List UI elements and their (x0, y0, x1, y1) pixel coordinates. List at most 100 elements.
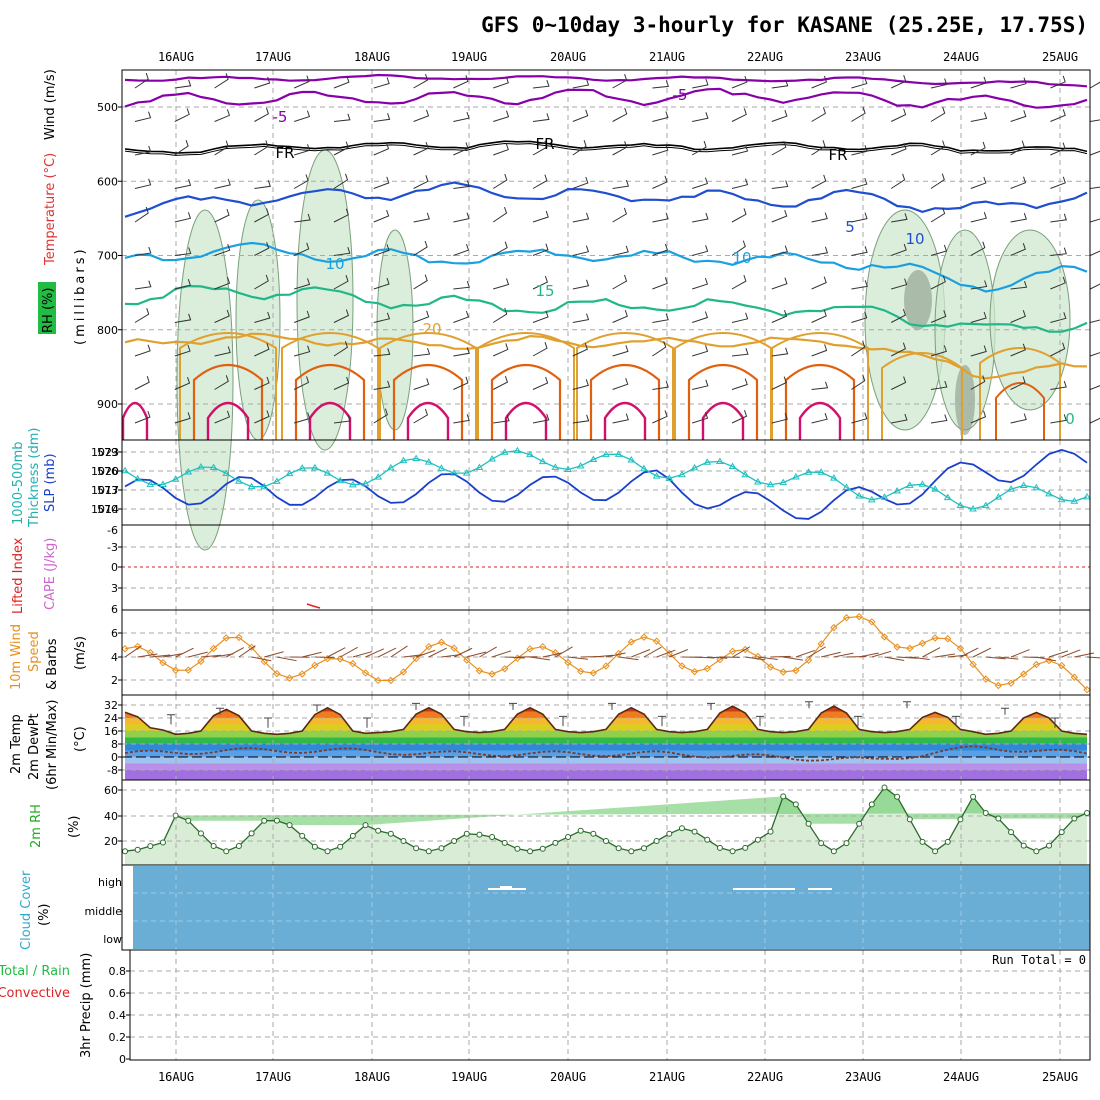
thickness-marker (386, 463, 395, 471)
wind10-barb (960, 647, 979, 658)
thickness-marker (576, 462, 585, 469)
isotherm-line (124, 181, 1088, 218)
wind10-marker (197, 657, 205, 666)
date-label-bottom: 17AUG (255, 1070, 291, 1084)
wind-barb (134, 246, 152, 256)
wind-barb (413, 212, 430, 223)
thickness-marker (412, 454, 421, 462)
ylabel-wind: Wind (m/s) (43, 69, 58, 140)
wind-barb (652, 313, 669, 323)
wind-barb (811, 107, 827, 122)
axis-tick-label: 16 (104, 725, 118, 738)
wind-barb (612, 245, 629, 256)
wind-barb (1050, 414, 1067, 424)
lifted-index-panel: -3 0 3 -6 6 Lifted Index CAPE (J/kg) (11, 524, 1091, 616)
wind10-marker (425, 642, 433, 651)
wind-barb (771, 141, 787, 156)
axis-tick-label: 576 (97, 465, 118, 478)
date-label-bottom: 22AUG (747, 1070, 783, 1084)
wind-barb (1090, 218, 1100, 223)
wind-barb (970, 311, 987, 323)
wind-barb (930, 414, 948, 424)
wind10-panel: 6 4 2 10m Wind Speed (m/s) & Barbs (9, 609, 1100, 696)
wind-barb (890, 342, 907, 357)
wind-barb (731, 378, 748, 390)
wind-barb (174, 179, 192, 189)
wind-barb (851, 77, 868, 89)
chart-title: GFS 0~10day 3-hourly for KASANE (25.25E,… (481, 13, 1088, 37)
date-label-top: 23AUG (845, 50, 881, 64)
wind-barb (851, 212, 868, 223)
wind-barb (134, 376, 150, 390)
date-label-bottom: 21AUG (649, 1070, 685, 1084)
wind10-barb (783, 656, 804, 661)
wind10-marker (678, 662, 686, 670)
wind-barb (413, 378, 430, 390)
thickness-marker (779, 478, 788, 486)
wind-barb (1089, 250, 1100, 256)
thickness-marker (526, 450, 534, 458)
wind-barb (453, 142, 469, 156)
rh-marker (590, 830, 597, 837)
wind-barb (453, 75, 469, 89)
wind10-marker (602, 662, 610, 670)
wind-barb (692, 379, 709, 390)
temp-band (125, 737, 1087, 744)
rh-marker (197, 830, 204, 837)
rh-marker (400, 838, 407, 844)
slp-tick-label: 1017 (91, 484, 119, 497)
date-label-bottom: 16AUG (158, 1070, 194, 1084)
wind10-barb (466, 651, 487, 658)
rh-marker (223, 848, 230, 855)
thickness-marker (1019, 481, 1028, 489)
wind-barb (1089, 417, 1100, 424)
wind10-marker (298, 670, 306, 678)
wind10-marker (336, 655, 344, 663)
wind10-barb (871, 650, 892, 658)
axis-tick-label: 600 (97, 175, 118, 188)
thickness-marker (956, 501, 965, 509)
rh-marker (413, 845, 420, 852)
wind10-line (124, 615, 1088, 691)
rh-marker (210, 842, 217, 849)
date-label-bottom: 25AUG (1042, 1070, 1078, 1084)
wind10-marker (311, 661, 319, 670)
isotherm-arch (477, 332, 575, 440)
rh-legend-swatch (38, 282, 56, 334)
wind10-barb (859, 652, 879, 658)
wind-barb (453, 376, 469, 390)
wind-barb (254, 140, 269, 156)
wind-barb (214, 73, 229, 89)
wind-barb (1050, 342, 1066, 357)
wind-barb (692, 212, 709, 223)
isotherm-line (124, 73, 1088, 88)
wind-barb (811, 309, 827, 323)
wind-barb (811, 246, 829, 256)
wind-barb (333, 275, 349, 290)
wind-barb (333, 414, 351, 424)
wind10-barb (745, 656, 766, 661)
wind-barb (294, 144, 311, 156)
wind-barb (811, 276, 827, 290)
wind10-marker (665, 649, 673, 658)
wind10-marker (931, 634, 939, 642)
rh-marker (286, 822, 293, 829)
rh-marker (299, 832, 306, 839)
wind-barb (294, 75, 310, 89)
wind10-marker (412, 654, 420, 663)
temp-band (125, 731, 1087, 738)
rh-marker (375, 827, 382, 834)
rh-marker (565, 834, 572, 841)
thickness-marker (462, 469, 471, 476)
wind-barb (532, 243, 549, 256)
wind10-marker (235, 633, 243, 642)
rh-marker (780, 793, 787, 800)
thickness-marker (374, 473, 383, 480)
rh-marker (172, 812, 179, 819)
ylabel-convective: Convective (0, 986, 70, 1001)
wind-barb (612, 107, 628, 122)
wind10-barb (415, 649, 436, 658)
thickness-marker (285, 469, 294, 477)
wind10-marker (501, 665, 509, 673)
